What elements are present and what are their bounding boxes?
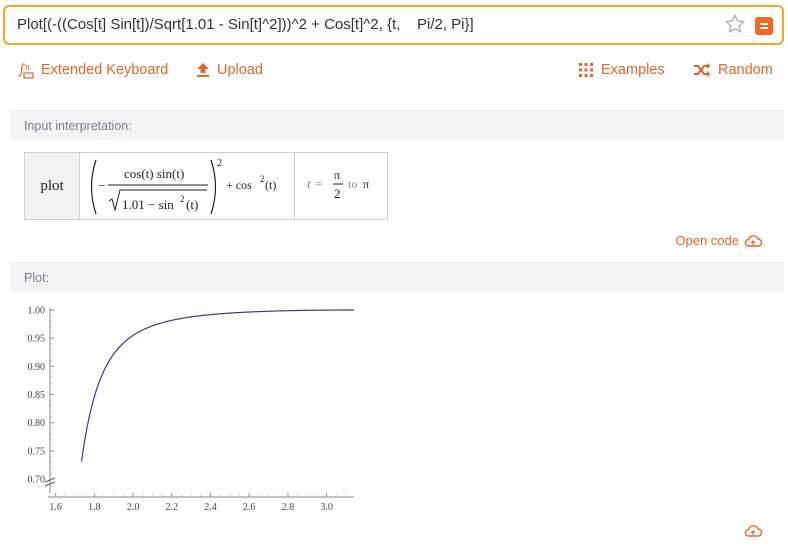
plot-header: Plot: (10, 262, 784, 292)
range-to: to (348, 177, 357, 191)
y-tick-label: 0.95 (28, 334, 46, 345)
random-button[interactable]: Random (693, 60, 773, 80)
x-tick-label: 2.6 (243, 502, 256, 513)
y-tick-label: 0.70 (28, 475, 46, 486)
range-graphic: t = π 2 to π (307, 168, 369, 201)
plus-cos: + cos (226, 178, 252, 192)
formula-graphic: − cos(t) sin(t) 1.01 − sin 2 (t) 2 + cos… (90, 158, 276, 215)
shuffle-icon (694, 63, 711, 77)
examples-button[interactable]: Examples (578, 60, 665, 80)
y-tick-label: 1.00 (28, 306, 46, 317)
query-input[interactable]: Plot[(-((Cos[t] Sin[t])/Sqrt[1.01 - Sin[… (3, 5, 784, 45)
star-icon[interactable] (724, 13, 746, 35)
y-tick-label: 0.75 (28, 446, 46, 457)
x-tick-label: 3.0 (320, 502, 333, 513)
extended-keyboard-label: Extended Keyboard (41, 62, 169, 78)
range-variable: t = (307, 176, 323, 191)
denominator-tail: (t) (186, 197, 198, 212)
cloud-icon (744, 235, 762, 247)
open-code-link[interactable]: Open code (675, 233, 762, 248)
y-tick-label: 0.90 (28, 362, 46, 373)
upload-button[interactable]: Upload (196, 60, 263, 80)
denominator: 1.01 − sin (122, 197, 174, 212)
expression-cell: − cos(t) sin(t) 1.01 − sin 2 (t) 2 + cos… (80, 153, 295, 219)
x-tick-label: 2.0 (127, 502, 140, 513)
outer-exponent: 2 (217, 158, 222, 169)
cloud-icon[interactable] (744, 524, 762, 537)
random-label: Random (718, 62, 773, 78)
range-pi-denominator: 2 (334, 186, 341, 201)
upload-icon (197, 63, 209, 77)
svg-text:π: π (25, 63, 30, 72)
series-line (80, 309, 354, 462)
cos-tail: (t) (265, 178, 276, 192)
keyboard-icon: ∫ π (18, 62, 34, 79)
equals-icon (760, 23, 768, 25)
range-pi-numerator: π (334, 168, 340, 182)
open-code-label: Open code (675, 233, 739, 248)
plot-keyword: plot (40, 177, 64, 194)
x-tick-label: 2.8 (282, 502, 295, 513)
y-tick-label: 0.85 (28, 390, 46, 401)
pod-title: Plot: (24, 271, 50, 285)
svg-text:∫: ∫ (18, 62, 25, 78)
cos-exponent: 2 (260, 174, 265, 184)
query-text[interactable]: Plot[(-((Cos[t] Sin[t])/Sqrt[1.01 - Sin[… (17, 16, 474, 33)
x-tick-label: 2.4 (204, 502, 217, 513)
minus-sign: − (98, 178, 105, 193)
x-tick-label: 1.6 (49, 502, 62, 513)
y-tick-label: 0.80 (28, 418, 46, 429)
denominator-exponent: 2 (180, 194, 185, 204)
x-tick-label: 2.2 (166, 502, 179, 513)
range-pi-end: π (363, 177, 369, 191)
plot-keyword-cell: plot (25, 153, 80, 219)
interpretation-table: plot − cos(t) sin(t) 1.01 − sin 2 (t) 2 … (24, 152, 388, 220)
x-tick-label: 1.8 (88, 502, 101, 513)
pod-title: Input interpretation: (24, 119, 132, 133)
upload-label: Upload (217, 62, 263, 78)
compute-button[interactable] (755, 17, 773, 35)
input-interpretation-header: Input interpretation: (10, 110, 784, 140)
grid-dots-icon (579, 63, 593, 77)
range-cell: t = π 2 to π (295, 153, 387, 219)
examples-label: Examples (601, 62, 665, 78)
numerator: cos(t) sin(t) (124, 166, 184, 181)
extended-keyboard-button[interactable]: ∫ π Extended Keyboard (18, 60, 168, 80)
plot-chart: 1.6 1.8 2.0 2.2 2.4 2.6 2.8 3.0 0.70 0.75 0.80 0.85… (28, 306, 354, 513)
